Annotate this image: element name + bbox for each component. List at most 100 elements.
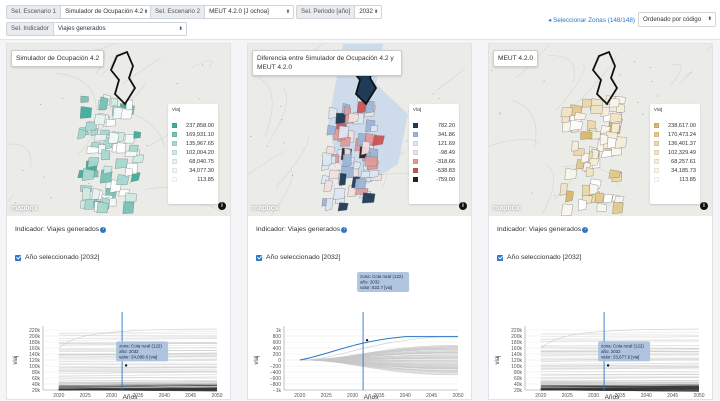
- y-tick-label: −200: [270, 364, 281, 370]
- y-tick-label: 180k: [29, 340, 40, 346]
- legend-item: 68,257.61: [654, 157, 696, 166]
- legend-swatch: [413, 141, 418, 146]
- x-tick-label: 2045: [667, 393, 678, 399]
- y-tick-label: 20k: [32, 388, 41, 394]
- legend-title: viaj: [654, 107, 663, 113]
- selected-point[interactable]: [606, 364, 610, 367]
- year-checkbox-row[interactable]: Año seleccionado [2032]: [256, 254, 340, 261]
- map-legend: viaj 782.20 341.86 121.69 -98.49 -318.66 -538…: [409, 104, 459, 204]
- indicator-label: Indicador: Viajes generados: [256, 226, 341, 233]
- time-series-chart[interactable]: 220k200k180k160k140k120k100k80k60k40k20k…: [489, 268, 712, 401]
- y-tick-label: 400: [273, 346, 282, 352]
- info-icon[interactable]: i: [700, 202, 708, 210]
- year-checkbox[interactable]: [256, 254, 262, 261]
- year-checkbox[interactable]: [15, 254, 21, 261]
- legend-swatch: [172, 159, 177, 164]
- y-tick-label: 20k: [514, 388, 523, 394]
- legend-swatch: [172, 177, 177, 182]
- year-checkbox[interactable]: [497, 254, 503, 261]
- indicador-control[interactable]: Sel. Indicador Viajes generados ⬍: [6, 22, 187, 36]
- svg-text:•: •: [651, 78, 653, 83]
- y-tick-label: 220k: [511, 328, 522, 334]
- legend-item: -538.83: [413, 166, 455, 175]
- info-icon[interactable]: i: [459, 202, 467, 210]
- escenario2-control[interactable]: Sel. Escenario 2 MEUT 4.2.0 [J ochoa] ⬍: [150, 5, 295, 19]
- svg-text:•: •: [250, 133, 252, 138]
- legend-item: 135,967.65: [172, 139, 214, 148]
- indicator-label: Indicador: Viajes generados: [15, 226, 100, 233]
- y-tick-label: −800: [270, 382, 281, 388]
- x-tick-label: 2025: [562, 393, 573, 399]
- tooltip-line: año: 2032: [601, 349, 621, 354]
- year-checkbox-label: Año seleccionado [2032]: [507, 254, 582, 261]
- selected-point[interactable]: [365, 339, 369, 342]
- sort-order-select[interactable]: Ordenado por código ⬍: [638, 12, 716, 27]
- legend-swatch: [413, 132, 418, 137]
- year-checkbox-label: Año seleccionado [2032]: [266, 254, 341, 261]
- legend-value: 782.20: [437, 122, 455, 129]
- year-checkbox-label: Año seleccionado [2032]: [25, 254, 100, 261]
- x-tick-label: 2050: [452, 393, 463, 399]
- legend-swatch: [654, 150, 659, 155]
- legend-swatch: [172, 141, 177, 146]
- info-icon[interactable]: i: [100, 227, 107, 233]
- periodo-select[interactable]: 2032 ⬍: [354, 5, 383, 19]
- legend-swatch: [654, 141, 659, 146]
- legend-item: 238,617.00: [654, 121, 696, 130]
- time-series-chart[interactable]: 220k200k180k160k140k120k100k80k60k40k20k…: [7, 268, 230, 401]
- legend-swatch: [172, 132, 177, 137]
- svg-text:•: •: [657, 93, 659, 98]
- tooltip-line: zona: Cota rural (122): [119, 343, 162, 348]
- legend-item: 169,931.10: [172, 130, 214, 139]
- info-icon[interactable]: i: [341, 227, 348, 233]
- info-icon[interactable]: i: [218, 202, 226, 210]
- escenario2-select[interactable]: MEUT 4.2.0 [J ochoa] ⬍: [204, 5, 295, 19]
- legend-item: -318.66: [413, 157, 455, 166]
- svg-text:•: •: [642, 111, 644, 116]
- year-checkbox-row[interactable]: Año seleccionado [2032]: [15, 254, 99, 261]
- chart-tooltip: [116, 341, 169, 362]
- legend-swatch: [654, 123, 659, 128]
- y-tick-label: 80k: [514, 370, 523, 376]
- svg-text:•: •: [31, 208, 33, 213]
- x-axis-label: Años: [364, 394, 380, 401]
- escenario1-value: Simulador de Ocupación 4.2: [65, 8, 144, 15]
- choropleth-map[interactable]: •••••••••••••••••• Diferencia entre Simu…: [248, 44, 471, 216]
- y-tick-label: 200k: [29, 334, 40, 340]
- legend-value: -318.66: [436, 158, 455, 165]
- svg-text:•: •: [280, 103, 282, 108]
- y-axis-label: viaj: [13, 355, 19, 364]
- svg-text:•: •: [176, 80, 178, 85]
- legend-item: 121.69: [413, 139, 455, 148]
- indicador-select[interactable]: Viajes generados ⬍: [52, 22, 187, 36]
- legend-item: 102,329.49: [654, 148, 696, 157]
- svg-text:•: •: [543, 78, 545, 83]
- escenario1-control[interactable]: Sel. Escenario 1 Simulador de Ocupación …: [6, 5, 153, 19]
- legend-value: 68,040.75: [189, 158, 214, 165]
- legend-item: 113.85: [654, 175, 696, 184]
- choropleth-map[interactable]: •••••••••••••••••• MEUT 4.2.0 viaj 238,6…: [489, 44, 712, 216]
- svg-text:•: •: [198, 96, 200, 101]
- legend-value: 121.69: [437, 140, 455, 147]
- escenario1-label: Sel. Escenario 1: [6, 5, 61, 19]
- x-tick-label: 2035: [614, 393, 625, 399]
- y-tick-label: 140k: [511, 352, 522, 358]
- y-tick-label: 0: [278, 358, 281, 364]
- sort-order-value: Ordenado por código: [643, 16, 702, 23]
- legend-title: viaj: [172, 107, 181, 113]
- indicador-label: Sel. Indicador: [6, 22, 53, 36]
- x-tick-label: 2035: [132, 393, 143, 399]
- year-checkbox-row[interactable]: Año seleccionado [2032]: [497, 254, 581, 261]
- svg-text:•: •: [637, 99, 639, 104]
- select-zones-link[interactable]: ◂ Seleccionar Zonas (148/148): [548, 17, 636, 24]
- escenario1-select[interactable]: Simulador de Ocupación 4.2 ⬍: [60, 5, 153, 19]
- selected-point[interactable]: [124, 364, 128, 367]
- svg-text:•: •: [634, 59, 636, 64]
- mapbox-logo: mapbox: [11, 205, 38, 212]
- info-icon[interactable]: i: [582, 227, 589, 233]
- choropleth-map[interactable]: •••••••••••••••••• Simulador de Ocupació…: [7, 44, 230, 216]
- x-tick-label: 2050: [211, 393, 222, 399]
- legend-swatch: [172, 150, 177, 155]
- periodo-control[interactable]: Sel. Periodo [año] 2032 ⬍: [296, 5, 383, 19]
